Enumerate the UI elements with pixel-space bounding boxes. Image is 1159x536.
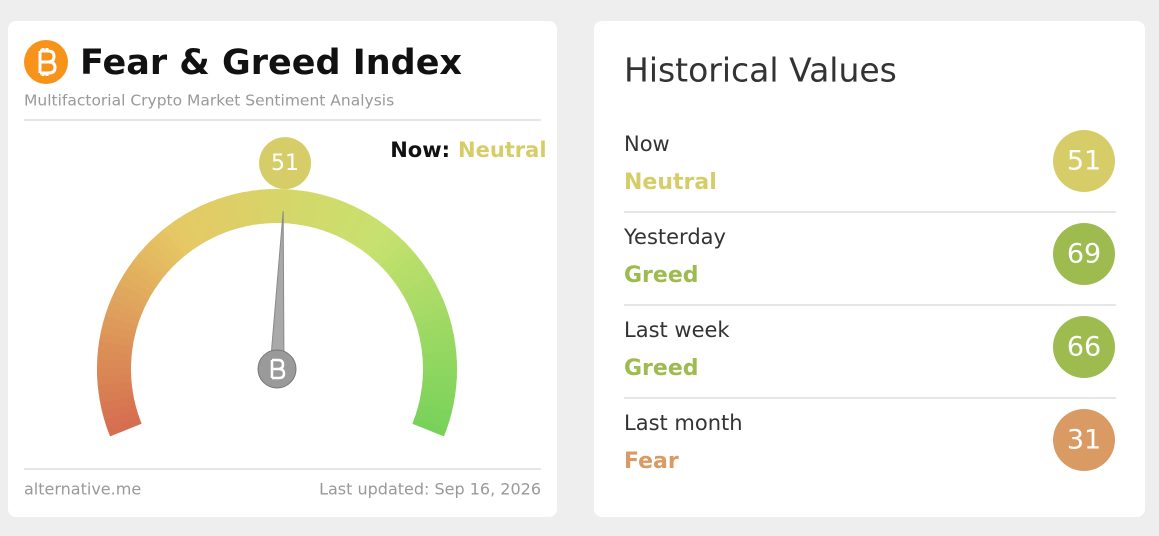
class: Fear — [624, 449, 679, 474]
value-badge — [1053, 316, 1115, 378]
class: Greed — [624, 356, 699, 381]
period: Last month — [624, 411, 743, 435]
value: 31 — [1067, 425, 1101, 456]
history-list: Now Neutral 51 Yesterday Greed 69 Last week Gre… — [623, 130, 1116, 474]
history-title: Historical Values — [624, 51, 897, 90]
gauge: 51 — [97, 137, 457, 437]
value-label: 51 — [271, 151, 299, 176]
history-card — [594, 21, 1145, 517]
gauge-arc — [412, 416, 447, 437]
value: 69 — [1067, 239, 1101, 270]
bitcoin-icon — [24, 40, 68, 84]
value-badge — [1053, 223, 1115, 285]
hub-icon — [270, 358, 286, 380]
value: 51 — [1067, 146, 1101, 177]
class: Neutral — [624, 170, 717, 195]
class: Greed — [624, 263, 699, 288]
subtitle: Multifactorial Crypto Market Sentiment A… — [24, 92, 394, 110]
value-badge — [259, 137, 312, 190]
source: alternative.me — [24, 480, 141, 499]
now-label: Now: — [390, 138, 450, 162]
value-badge — [1053, 130, 1115, 192]
value: 66 — [1067, 332, 1101, 363]
period: Yesterday — [623, 225, 726, 249]
period: Now — [624, 132, 670, 156]
updated: Last updated: Sep 16, 2026 — [319, 480, 541, 499]
title: Fear & Greed Index — [80, 43, 462, 83]
value-badge — [1053, 409, 1115, 471]
period: Last week — [624, 318, 730, 342]
now-class: Neutral — [458, 138, 547, 162]
